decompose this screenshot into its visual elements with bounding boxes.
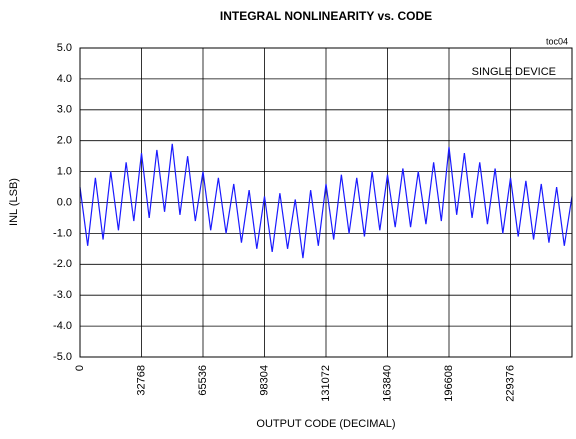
y-tick-label: -1.0 <box>53 227 72 239</box>
y-tick-label: -5.0 <box>53 351 72 363</box>
y-tick-label: 5.0 <box>57 42 72 54</box>
x-tick-label: 65536 <box>197 365 209 396</box>
x-tick-label: 0 <box>74 365 86 371</box>
chart-title: INTEGRAL NONLINEARITY vs. CODE <box>220 9 432 23</box>
y-tick-label: 2.0 <box>57 135 72 147</box>
x-axis-label: OUTPUT CODE (DECIMAL) <box>256 418 395 430</box>
x-tick-label: 163840 <box>381 365 393 402</box>
x-tick-label: 98304 <box>258 365 270 396</box>
y-axis-label: INL (LSB) <box>8 178 20 226</box>
annotation: toc04 <box>546 36 568 46</box>
y-tick-label: 4.0 <box>57 73 72 85</box>
annotation: SINGLE DEVICE <box>472 66 556 78</box>
x-tick-label: 131072 <box>320 365 332 402</box>
y-tick-label: 1.0 <box>57 166 72 178</box>
y-tick-label: -3.0 <box>53 289 72 301</box>
data-line <box>79 143 573 259</box>
x-tick-label: 196608 <box>443 365 455 402</box>
y-tick-label: 3.0 <box>57 104 72 116</box>
x-tick-label: 32768 <box>135 365 147 396</box>
x-tick-label: 229376 <box>504 365 516 402</box>
y-tick-label: -2.0 <box>53 258 72 270</box>
y-tick-label: -4.0 <box>53 320 72 332</box>
y-tick-label: 0.0 <box>57 196 72 208</box>
plot-border <box>79 47 573 358</box>
